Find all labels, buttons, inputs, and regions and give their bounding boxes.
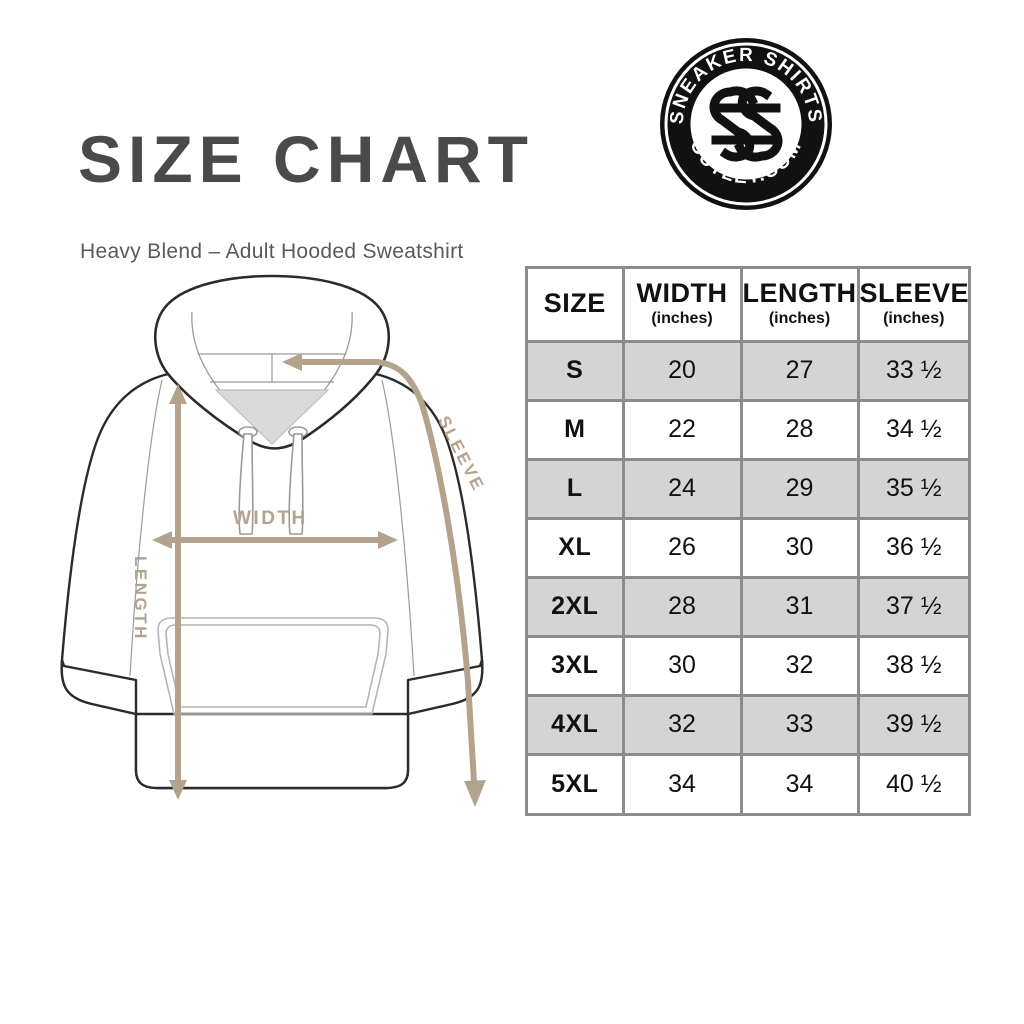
cell-length: 28 xyxy=(741,400,860,461)
cell-width: 26 xyxy=(623,518,743,579)
cell-width: 24 xyxy=(623,459,743,520)
cell-sleeve: 40 ½ xyxy=(885,769,942,798)
length-measurement-label: LENGTH xyxy=(131,556,150,641)
cell-length: 27 xyxy=(741,341,860,402)
width-measurement-label: WIDTH xyxy=(233,508,308,529)
cell-sleeve: 36 ½ xyxy=(858,518,968,579)
column-header-length-unit: (inches) xyxy=(768,309,831,327)
kangaroo-pocket-inner xyxy=(165,624,381,708)
cell-width: 20 xyxy=(623,341,743,402)
cell-size: M xyxy=(528,400,625,461)
cell-size: 2XL xyxy=(528,577,625,638)
drawstring-cord-left xyxy=(238,433,254,535)
width-arrow-head-left xyxy=(152,531,172,549)
cell-size: XL xyxy=(528,518,625,579)
hoodie-illustration xyxy=(40,262,510,842)
cell-size: S xyxy=(528,341,625,402)
column-header-width-main: WIDTH xyxy=(636,277,728,308)
hood-v-neck xyxy=(214,389,330,445)
table-row: 5XL 34 34 40 ½ xyxy=(528,754,968,813)
cell-length: 34 xyxy=(741,754,860,813)
cell-width: 30 xyxy=(623,636,743,697)
table-row: XL 26 30 36 ½ xyxy=(528,518,968,579)
table-header-row: SIZE WIDTH (inches) LENGTH (inches) SLEE… xyxy=(528,269,970,343)
length-arrow-head-top xyxy=(169,384,187,404)
size-table: SIZE WIDTH (inches) LENGTH (inches) SLEE… xyxy=(528,269,970,813)
table-row: 2XL 28 31 37 ½ xyxy=(528,577,968,638)
column-header-length: LENGTH (inches) xyxy=(741,269,860,343)
brand-logo: SNEAKER SHIRTS OUTLET.COM xyxy=(658,36,834,212)
hoodie-left-cuff xyxy=(60,658,138,716)
cell-size: 5XL xyxy=(528,754,625,813)
cell-width: 34 xyxy=(623,754,743,813)
shoulder-seam-left xyxy=(129,379,163,677)
table-row: S 20 27 33 ½ xyxy=(528,341,968,402)
sleeve-arrow-head-cuff xyxy=(464,780,486,807)
cell-length: 33 xyxy=(741,695,860,756)
cell-sleeve: 37 ½ xyxy=(858,577,968,638)
column-header-sleeve: SLEEVE (inches) xyxy=(858,269,970,343)
column-header-width-unit: (inches) xyxy=(651,309,713,327)
cell-sleeve: 39 ½ xyxy=(858,695,968,756)
logo-monogram-icon xyxy=(709,86,783,162)
hoodie-waistband xyxy=(134,712,410,790)
page-subtitle: Heavy Blend – Adult Hooded Sweatshirt xyxy=(80,240,464,263)
sleeve-arrow-head-neck xyxy=(282,353,302,371)
table-row: L 24 29 35 ½ xyxy=(528,459,968,520)
cell-sleeve: 38 ½ xyxy=(858,636,968,697)
column-header-sleeve-main: SLEEVE xyxy=(859,277,970,308)
cell-size: L xyxy=(528,459,625,520)
shoulder-seam-right xyxy=(381,379,415,677)
column-header-size: SIZE xyxy=(528,269,625,343)
size-table-container: SIZE WIDTH (inches) LENGTH (inches) SLEE… xyxy=(525,266,971,816)
column-header-sleeve-unit: (inches) xyxy=(883,309,945,327)
cell-sleeve: 35 ½ xyxy=(858,459,968,520)
cell-length: 30 xyxy=(741,518,860,579)
kangaroo-pocket xyxy=(157,617,389,715)
cell-width: 32 xyxy=(623,695,743,756)
width-arrow-head-right xyxy=(378,531,398,549)
column-header-width: WIDTH (inches) xyxy=(623,269,743,343)
measurement-arrows xyxy=(152,353,486,807)
cell-size: 4XL xyxy=(528,695,625,756)
cell-size: 3XL xyxy=(528,636,625,697)
cell-sleeve: 33 ½ xyxy=(858,341,968,402)
table-row: M 22 28 34 ½ xyxy=(528,400,968,461)
length-arrow-head-bottom xyxy=(169,780,187,800)
cell-length: 32 xyxy=(741,636,860,697)
table-row: 3XL 30 32 38 ½ xyxy=(528,636,968,697)
table-row: 4XL 32 33 39 ½ xyxy=(528,695,968,756)
cell-sleeve: 34 ½ xyxy=(858,400,968,461)
column-header-size-main: SIZE xyxy=(543,288,606,319)
cell-length: 31 xyxy=(741,577,860,638)
page-title: SIZE CHART xyxy=(78,122,534,196)
cell-width: 28 xyxy=(623,577,743,638)
column-header-length-main: LENGTH xyxy=(742,277,857,308)
cell-width: 22 xyxy=(623,400,743,461)
sleeve-arrow-line xyxy=(298,359,477,783)
drawstring-cord-right xyxy=(288,433,304,535)
cell-length: 29 xyxy=(741,459,860,520)
